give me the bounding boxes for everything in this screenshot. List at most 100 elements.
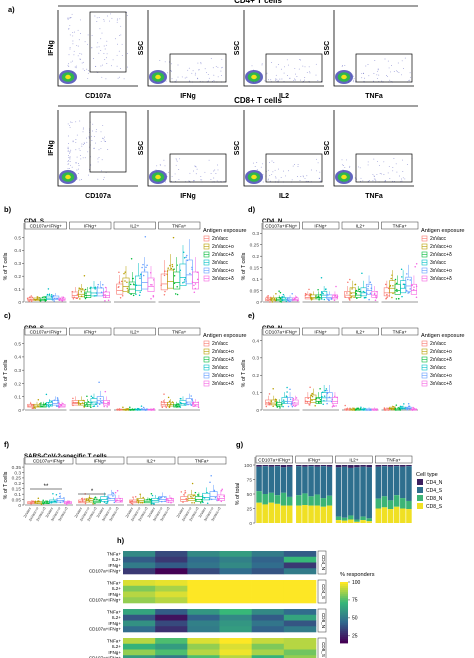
legend-item-label: CD4_N (426, 480, 443, 486)
data-point (289, 388, 291, 390)
stacked-bar-segment (296, 466, 302, 496)
data-point (411, 409, 414, 411)
box (292, 399, 299, 406)
flow-event (106, 40, 108, 42)
stacked-bar-segment (320, 465, 327, 467)
data-point (358, 409, 360, 411)
heatmap-cell (187, 620, 220, 627)
data-point (36, 500, 39, 502)
data-point (388, 295, 391, 297)
flow-event (377, 68, 379, 70)
data-point (192, 401, 195, 403)
data-point (356, 297, 358, 300)
flow-event (81, 53, 83, 55)
facet-strip (158, 327, 201, 336)
data-point (86, 403, 88, 405)
data-point (85, 296, 88, 299)
flow-event (69, 157, 71, 159)
data-point (134, 496, 137, 498)
flow-event (77, 55, 79, 57)
legend-item-label: 3xVacc+o (212, 373, 234, 379)
flow-event (116, 54, 118, 56)
flow-event (271, 62, 273, 64)
flow-y-label: SSC (234, 41, 241, 55)
flow-event (368, 75, 370, 77)
flow-event (215, 173, 217, 174)
colorbar-step (340, 602, 348, 605)
heatmap-group-strip (317, 579, 327, 604)
facet-strip-label: TNFa+ (387, 458, 401, 463)
data-point (197, 406, 200, 408)
data-point (191, 497, 193, 499)
stacked-bar-segment (268, 492, 275, 503)
heatmap-cell (187, 655, 220, 658)
panel-label-c: c) (4, 311, 11, 320)
data-point (403, 284, 406, 286)
flow-event (67, 163, 69, 165)
flow-event (207, 73, 209, 75)
flow-event (170, 71, 172, 73)
data-point (401, 407, 403, 410)
data-point (193, 494, 196, 496)
data-point (210, 475, 212, 477)
data-point (132, 294, 135, 297)
panel-label-e: e) (248, 311, 255, 320)
flow-event (97, 178, 99, 180)
data-point (361, 408, 363, 411)
stacked-bar-segment (308, 465, 314, 467)
flow-event (78, 163, 80, 164)
data-point (71, 290, 74, 293)
data-point (191, 501, 193, 504)
data-point (183, 256, 186, 259)
flow-gate (169, 153, 227, 183)
data-point (163, 393, 165, 395)
data-point (217, 499, 220, 501)
stacked-bar-segment (393, 465, 400, 467)
data-point (394, 407, 397, 410)
legend-item-label: 3xVacc+o (212, 268, 234, 274)
data-point (163, 274, 166, 277)
data-point (41, 405, 44, 408)
flow-event (275, 74, 277, 76)
flow-event (71, 13, 73, 15)
flow-event (392, 170, 394, 172)
facet-strip (24, 327, 67, 336)
data-point (40, 405, 43, 408)
flow-event (83, 144, 84, 146)
data-point (292, 404, 295, 407)
flow-event (100, 147, 102, 149)
flow-gate (169, 53, 227, 83)
data-point (363, 408, 365, 411)
y-tick-label: 0.2 (252, 254, 259, 260)
flow-event (354, 177, 356, 179)
flow-event (74, 66, 76, 68)
flow-event (298, 68, 300, 70)
flow-event (104, 136, 105, 138)
flow-x-label: IFNg (180, 93, 196, 100)
stacked-bar-segment (262, 465, 268, 467)
legend-item-label: 2xVacc+δ (430, 357, 452, 363)
stacked-bar-segment (320, 498, 327, 507)
flow-event (68, 66, 70, 67)
flow-x-label: IFNg (180, 193, 196, 200)
stacked-bar-segment (400, 508, 406, 523)
heatmap-cell (283, 585, 317, 592)
flow-event (195, 72, 197, 74)
data-point (104, 286, 107, 289)
flow-event (393, 158, 395, 160)
heatmap-cell (123, 551, 156, 558)
flow-event (297, 164, 299, 166)
data-point (58, 402, 60, 405)
facet-strip-label: IFNg+ (84, 330, 97, 335)
data-point (286, 298, 289, 301)
stacked-bar-segment (360, 516, 366, 521)
data-point (322, 292, 324, 295)
data-point (46, 501, 48, 504)
data-point (63, 497, 65, 499)
heatmap-cell (155, 568, 188, 575)
data-point (413, 407, 415, 410)
flow-event (77, 29, 79, 31)
data-point (104, 299, 106, 302)
data-point (187, 403, 189, 406)
flow-event (178, 178, 180, 180)
